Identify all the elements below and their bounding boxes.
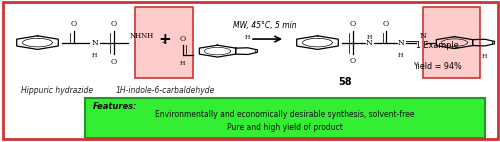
Text: MW, 45°C, 5 min: MW, 45°C, 5 min bbox=[233, 21, 297, 30]
Text: 1H-indole-6-carbaldehyde: 1H-indole-6-carbaldehyde bbox=[116, 86, 214, 95]
Text: Pure and high yield of product: Pure and high yield of product bbox=[227, 123, 343, 132]
Text: Yield = 94%: Yield = 94% bbox=[413, 62, 462, 71]
Text: H: H bbox=[366, 36, 372, 40]
Text: N: N bbox=[92, 39, 98, 47]
Text: Environmentally and economically desirable synthesis, solvent-free: Environmentally and economically desirab… bbox=[155, 110, 415, 119]
Text: NHNH: NHNH bbox=[130, 32, 154, 40]
Text: N: N bbox=[420, 33, 427, 40]
Text: H: H bbox=[244, 35, 250, 40]
Text: O: O bbox=[71, 20, 77, 28]
FancyBboxPatch shape bbox=[422, 7, 480, 78]
Text: 2: 2 bbox=[162, 39, 166, 44]
Text: O: O bbox=[180, 35, 186, 43]
Text: H: H bbox=[398, 53, 404, 58]
Text: Hippuric hydrazide: Hippuric hydrazide bbox=[22, 86, 94, 95]
Text: O: O bbox=[350, 20, 356, 28]
Text: N: N bbox=[398, 39, 405, 47]
Text: +: + bbox=[158, 32, 172, 47]
Text: H: H bbox=[180, 61, 185, 66]
Text: H: H bbox=[482, 54, 487, 59]
Text: O: O bbox=[350, 57, 356, 65]
Text: H: H bbox=[92, 53, 97, 58]
FancyBboxPatch shape bbox=[85, 98, 485, 138]
FancyBboxPatch shape bbox=[135, 7, 192, 78]
Text: O: O bbox=[111, 58, 117, 65]
Text: N: N bbox=[366, 39, 373, 47]
Text: O: O bbox=[383, 20, 389, 28]
Text: 1 Example: 1 Example bbox=[416, 41, 459, 50]
Text: 58: 58 bbox=[338, 77, 352, 87]
Text: O: O bbox=[111, 20, 117, 28]
Text: Features:: Features: bbox=[92, 102, 137, 110]
